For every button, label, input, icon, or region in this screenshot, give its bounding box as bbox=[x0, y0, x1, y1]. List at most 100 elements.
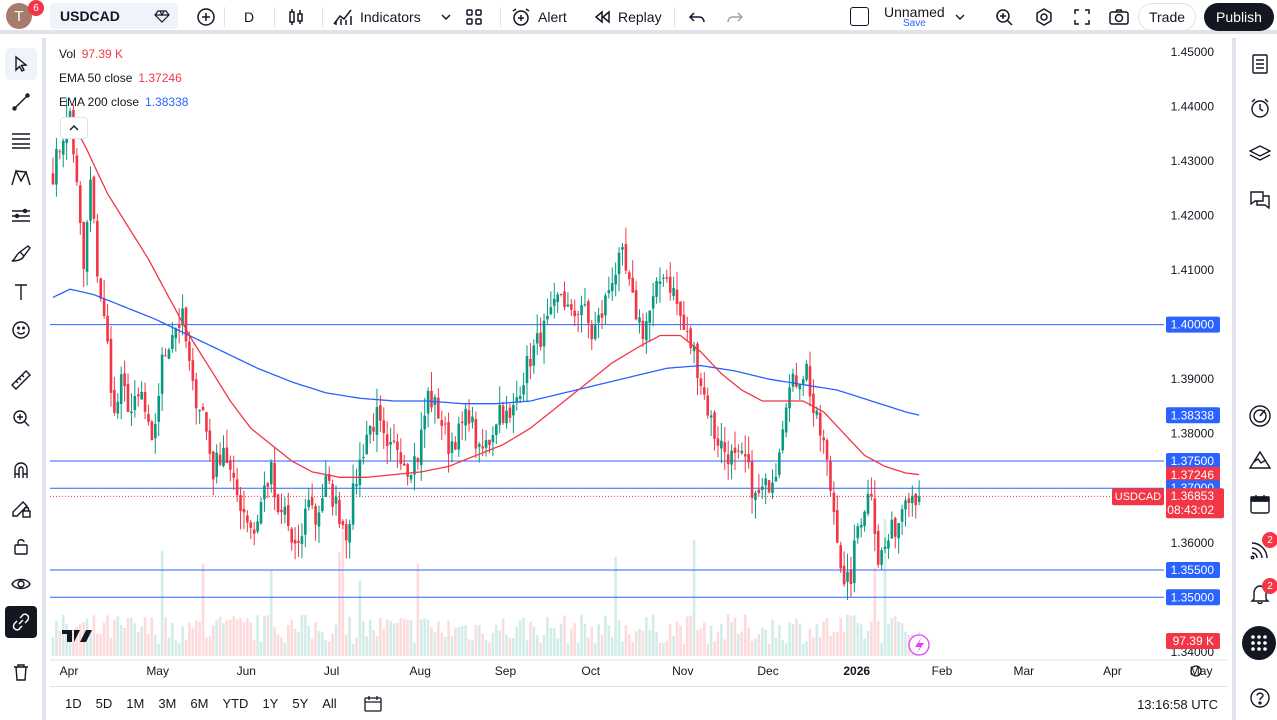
trade-button[interactable]: Trade bbox=[1138, 3, 1196, 31]
volume-bar bbox=[818, 636, 822, 656]
indicators-button[interactable]: Indicators bbox=[324, 2, 459, 32]
legend-volume[interactable]: Vol 97.39 K bbox=[59, 47, 123, 61]
volume-bar bbox=[672, 635, 675, 656]
price-label-line[interactable] bbox=[1166, 316, 1220, 333]
candle-body bbox=[157, 395, 161, 422]
alerts-panel-button[interactable] bbox=[1244, 92, 1276, 124]
undo-button[interactable] bbox=[680, 2, 714, 32]
zoom-tool[interactable] bbox=[5, 402, 37, 434]
range-6m[interactable]: 6M bbox=[190, 696, 209, 711]
user-avatar[interactable]: T bbox=[6, 3, 32, 29]
trend-line-tool[interactable] bbox=[5, 86, 37, 118]
legend-ema50[interactable]: EMA 50 close 1.37246 bbox=[59, 71, 182, 85]
help-button[interactable] bbox=[1244, 682, 1276, 714]
range-5y[interactable]: 5Y bbox=[292, 696, 309, 711]
volume-bar bbox=[614, 556, 617, 656]
layouts-button[interactable] bbox=[456, 2, 492, 32]
compare-add-button[interactable] bbox=[188, 2, 224, 32]
volume-bar bbox=[689, 615, 692, 656]
redo-button[interactable] bbox=[718, 2, 752, 32]
range-1y[interactable]: 1Y bbox=[262, 696, 279, 711]
ideas-button[interactable] bbox=[1244, 444, 1276, 476]
delete-drawings-tool[interactable] bbox=[5, 656, 37, 688]
price-label-text: 1.37246 bbox=[1171, 468, 1215, 482]
candle-body bbox=[900, 509, 904, 522]
goto-date-button[interactable] bbox=[362, 694, 384, 714]
fullscreen-button[interactable] bbox=[1064, 2, 1100, 32]
forecast-tool[interactable] bbox=[5, 200, 37, 232]
range-ytd[interactable]: YTD bbox=[222, 696, 249, 711]
replay-button[interactable]: Replay bbox=[584, 2, 670, 32]
publish-button[interactable]: Publish bbox=[1204, 3, 1274, 31]
candle-body bbox=[334, 496, 338, 504]
snapshot-button[interactable] bbox=[1100, 2, 1138, 32]
watchlist-button[interactable] bbox=[1244, 48, 1276, 80]
chart-type-button[interactable] bbox=[278, 2, 314, 32]
ruler-tool[interactable] bbox=[5, 364, 37, 396]
cursor-tool[interactable] bbox=[5, 48, 37, 80]
last-price-label[interactable] bbox=[1166, 488, 1224, 519]
text-tool[interactable] bbox=[5, 276, 37, 308]
price-label-line[interactable] bbox=[1166, 452, 1220, 469]
technicals-button[interactable] bbox=[1244, 400, 1276, 432]
volume-bar bbox=[157, 643, 161, 656]
price-label-ema50[interactable] bbox=[1166, 466, 1220, 483]
interval-button[interactable]: D bbox=[236, 2, 262, 32]
layout-name-button[interactable]: Unnamed Save bbox=[878, 3, 968, 31]
legend-ema200[interactable]: EMA 200 close 1.38338 bbox=[59, 95, 188, 109]
candle-body bbox=[713, 412, 716, 439]
calendar-button[interactable] bbox=[1244, 488, 1276, 520]
range-3m[interactable]: 3M bbox=[158, 696, 177, 711]
news-button[interactable] bbox=[1244, 534, 1276, 566]
layout-select-checkbox[interactable] bbox=[850, 7, 869, 26]
chat-button[interactable] bbox=[1244, 184, 1276, 216]
candle-body bbox=[160, 354, 164, 394]
draw-mode-tool[interactable] bbox=[5, 492, 37, 524]
alert-button[interactable]: Alert bbox=[502, 2, 575, 32]
volume-bar bbox=[433, 632, 437, 656]
price-label-volume[interactable] bbox=[1166, 633, 1220, 649]
candle-body bbox=[621, 247, 624, 250]
range-1m[interactable]: 1M bbox=[126, 696, 145, 711]
quick-search-button[interactable] bbox=[986, 2, 1022, 32]
volume-bar bbox=[184, 640, 188, 656]
price-label-ema200[interactable] bbox=[1166, 407, 1220, 424]
utc-clock[interactable]: 13:16:58 UTC bbox=[1137, 697, 1218, 712]
emoji-tool[interactable] bbox=[5, 314, 37, 346]
volume-bar bbox=[286, 625, 290, 656]
link-tool[interactable] bbox=[5, 606, 37, 638]
candle-body bbox=[634, 290, 638, 320]
settings-button[interactable] bbox=[1026, 2, 1062, 32]
candle-body bbox=[55, 148, 58, 185]
hide-drawings-tool[interactable] bbox=[5, 568, 37, 600]
magnet-tool[interactable] bbox=[5, 454, 37, 486]
products-menu-button[interactable] bbox=[1242, 626, 1276, 660]
candle-body bbox=[481, 446, 484, 449]
volume-bar bbox=[218, 616, 222, 656]
lock-drawings-tool[interactable] bbox=[5, 530, 37, 562]
legend-collapse-button[interactable] bbox=[60, 117, 88, 139]
object-tree-button[interactable] bbox=[1244, 138, 1276, 170]
symbol-search[interactable]: USDCAD bbox=[50, 3, 178, 29]
notifications-badge: 2 bbox=[1262, 578, 1277, 594]
candle-body bbox=[600, 313, 604, 318]
candle-body bbox=[102, 298, 106, 316]
range-1d[interactable]: 1D bbox=[65, 696, 82, 711]
price-label-line[interactable] bbox=[1166, 562, 1220, 579]
price-axis[interactable] bbox=[1164, 40, 1232, 660]
brush-tool[interactable] bbox=[5, 238, 37, 270]
candle-body bbox=[286, 505, 290, 527]
ema200-line[interactable] bbox=[52, 288, 920, 416]
volume-bar bbox=[106, 615, 109, 656]
range-5d[interactable]: 5D bbox=[95, 696, 113, 711]
ema50-line[interactable] bbox=[69, 117, 920, 478]
axis-settings-gear-icon[interactable] bbox=[1190, 665, 1202, 677]
fib-tool[interactable] bbox=[5, 124, 37, 156]
pattern-tool[interactable] bbox=[5, 162, 37, 194]
price-label-line[interactable] bbox=[1166, 589, 1220, 606]
volume-bar bbox=[716, 631, 720, 656]
candle-body bbox=[191, 360, 195, 381]
range-all[interactable]: All bbox=[322, 696, 337, 711]
plus-circle-icon bbox=[197, 8, 215, 26]
